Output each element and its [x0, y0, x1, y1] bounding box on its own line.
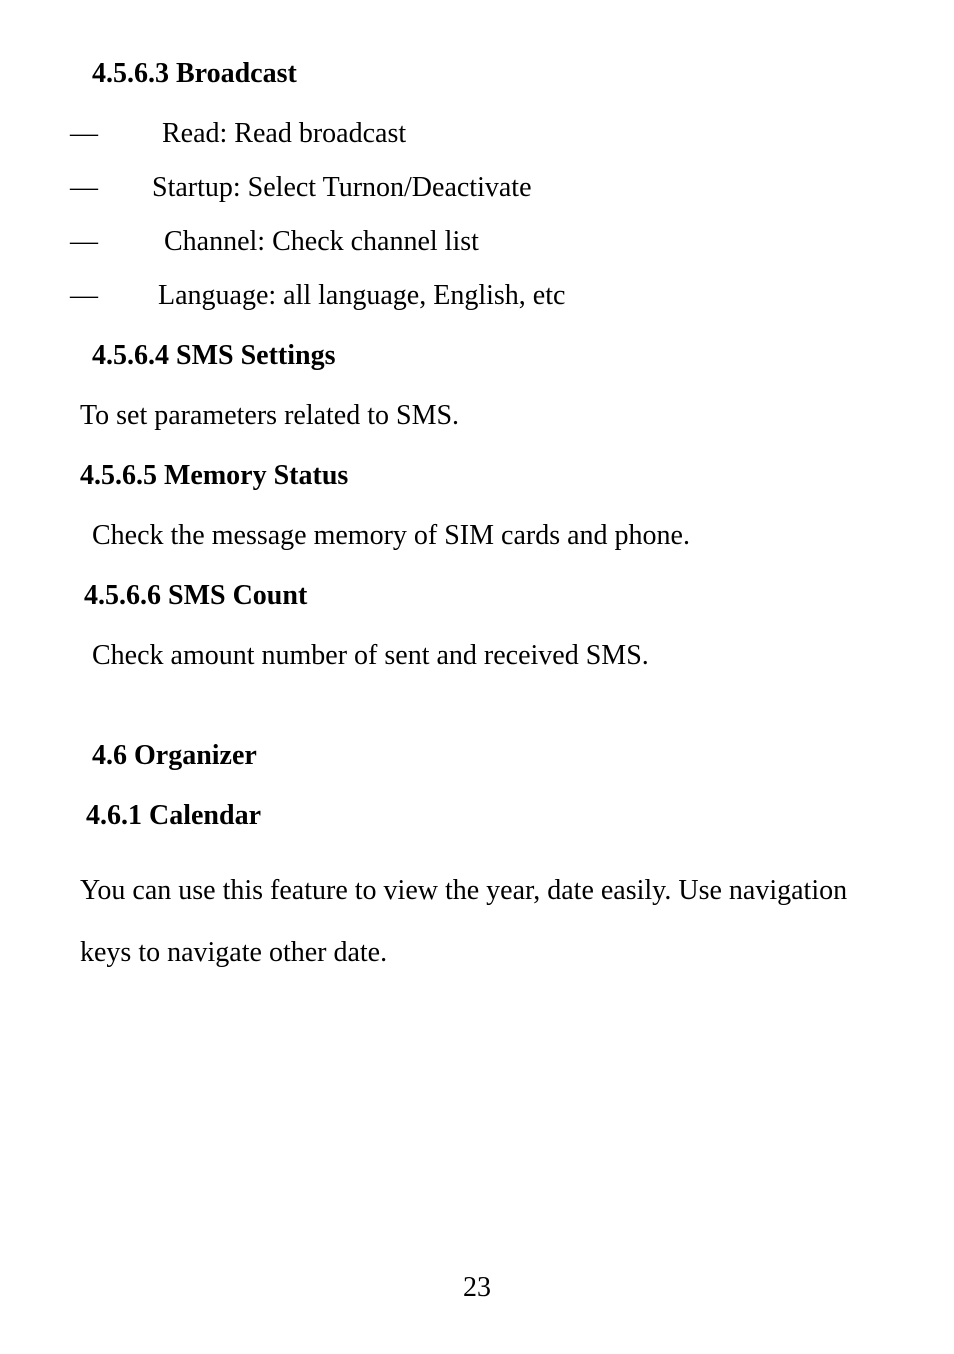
- paragraph-calendar: You can use this feature to view the yea…: [70, 860, 884, 983]
- paragraph-sms-count: Check amount number of sent and received…: [70, 640, 884, 672]
- bullet-dash-icon: ―: [70, 118, 100, 150]
- bullet-text: Channel: Check channel list: [150, 226, 479, 258]
- paragraph-sms-settings: To set parameters related to SMS.: [70, 400, 884, 432]
- section-gap: [70, 700, 884, 740]
- bullet-item-startup: ― Startup: Select Turnon/Deactivate: [70, 172, 884, 204]
- bullet-dash-icon: ―: [70, 280, 100, 312]
- paragraph-memory-status: Check the message memory of SIM cards an…: [70, 520, 884, 552]
- section-heading-calendar: 4.6.1 Calendar: [70, 800, 884, 832]
- bullet-item-channel: ― Channel: Check channel list: [70, 226, 884, 258]
- section-heading-broadcast: 4.5.6.3 Broadcast: [70, 58, 884, 90]
- bullet-text: Language: all language, English, etc: [150, 280, 565, 312]
- section-heading-sms-count: 4.5.6.6 SMS Count: [70, 580, 884, 612]
- bullet-dash-icon: ―: [70, 172, 100, 204]
- bullet-item-read: ― Read: Read broadcast: [70, 118, 884, 150]
- section-heading-organizer: 4.6 Organizer: [70, 740, 884, 772]
- bullet-dash-icon: ―: [70, 226, 100, 258]
- page-number: 23: [0, 1272, 954, 1304]
- section-heading-memory-status: 4.5.6.5 Memory Status: [70, 460, 884, 492]
- bullet-text: Read: Read broadcast: [150, 118, 406, 150]
- section-heading-sms-settings: 4.5.6.4 SMS Settings: [70, 340, 884, 372]
- bullet-item-language: ― Language: all language, English, etc: [70, 280, 884, 312]
- bullet-text: Startup: Select Turnon/Deactivate: [150, 172, 532, 204]
